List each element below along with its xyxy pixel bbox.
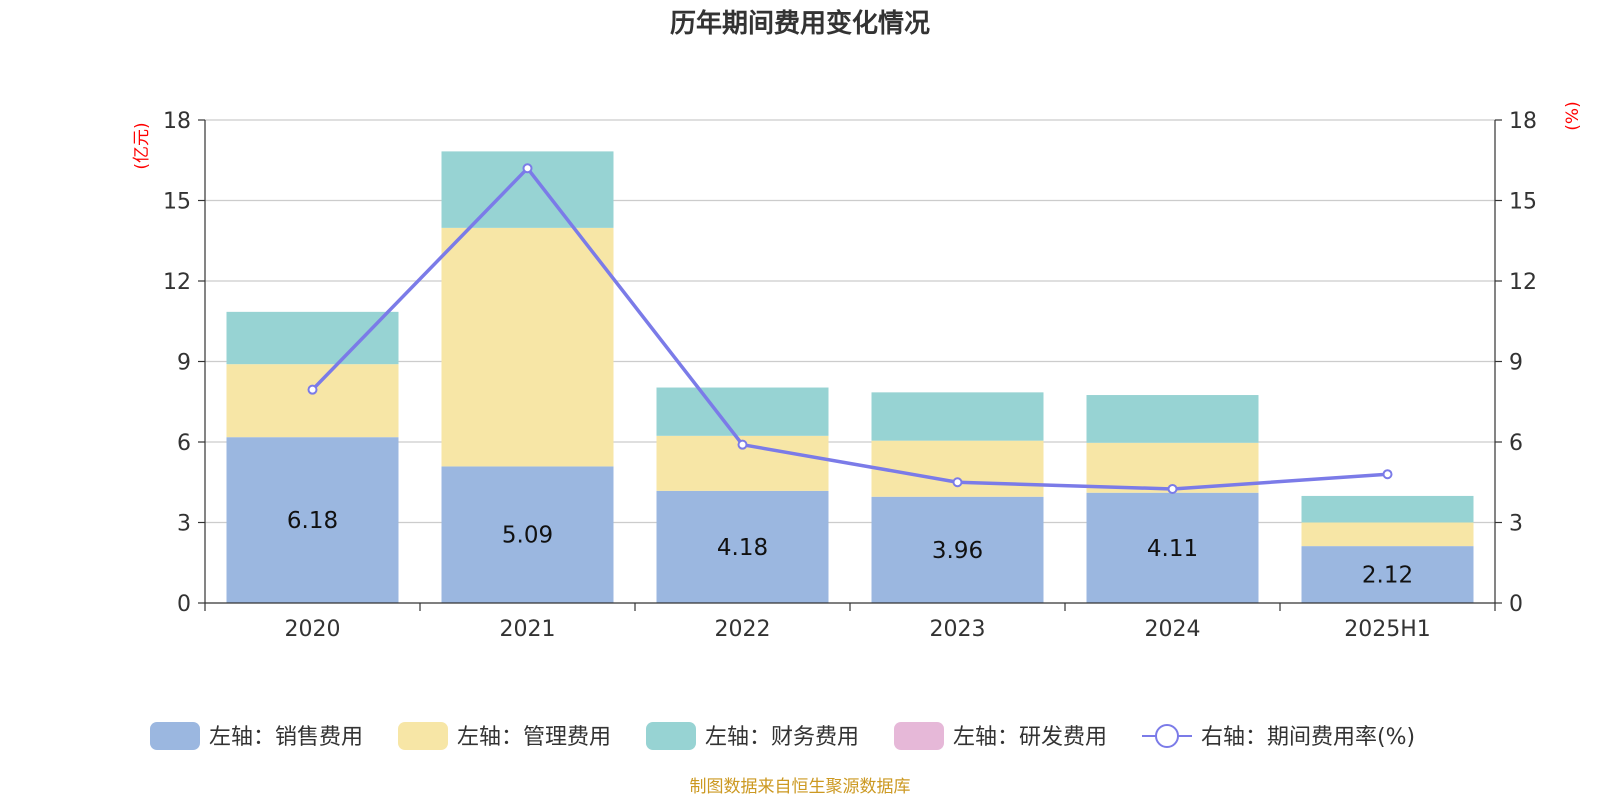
- x-tick-label: 2023: [930, 617, 986, 642]
- left-axis-unit: (亿元): [132, 122, 152, 169]
- rate-point: [952, 477, 963, 488]
- data-label: 6.18: [287, 508, 338, 534]
- bar-segment: [226, 311, 399, 365]
- left-tick-label: 3: [177, 512, 191, 537]
- legend-label: 右轴：期间费用率(%): [1201, 725, 1415, 750]
- legend: 左轴：销售费用 左轴：管理费用 左轴：财务费用 左轴：研发费用 右轴：期间费用率(%): [150, 722, 1415, 750]
- x-tick-label: 2022: [715, 617, 771, 642]
- legend-label: 左轴：财务费用: [705, 725, 859, 750]
- left-tick-label: 0: [177, 592, 191, 617]
- bar-segment: [871, 496, 1044, 603]
- left-tick-label: 15: [163, 190, 191, 215]
- bar-segment: [656, 387, 829, 436]
- bar-segment: [871, 440, 1044, 497]
- rate-point: [737, 439, 748, 450]
- right-tick-label: 6: [1509, 431, 1523, 456]
- left-tick-label: 9: [177, 351, 191, 376]
- bar-segment: [871, 392, 1044, 441]
- left-tick-label: 6: [177, 431, 191, 456]
- bar-segment: [226, 437, 399, 603]
- bar-segment: [226, 364, 399, 438]
- left-tick-label: 18: [163, 109, 191, 134]
- data-label: 2.12: [1362, 563, 1413, 589]
- data-labels: 6.18 5.09 4.18 3.96 4.11 2.12: [287, 508, 1413, 588]
- right-tick-label: 18: [1509, 109, 1537, 134]
- bar-segment: [441, 227, 614, 467]
- bar-segment: [441, 151, 614, 228]
- bar-segment: [1086, 395, 1259, 443]
- right-tick-label: 12: [1509, 270, 1537, 295]
- x-tick-label: 2020: [285, 617, 341, 642]
- rate-point: [522, 163, 533, 174]
- x-ticks: 2020 2021 2022 2023 2024 2025H1: [204, 603, 1496, 642]
- bar-segment: [1301, 546, 1474, 603]
- rate-point: [307, 384, 318, 395]
- rate-point: [1382, 469, 1393, 480]
- bar-segment: [1086, 492, 1259, 603]
- x-tick-label: 2025H1: [1344, 617, 1431, 642]
- legend-swatch: [398, 722, 448, 750]
- bars: [226, 151, 1474, 603]
- data-label: 4.11: [1147, 536, 1198, 562]
- x-tick-label: 2021: [500, 617, 556, 642]
- bar-segment: [441, 466, 614, 603]
- legend-label: 左轴：销售费用: [209, 725, 363, 750]
- legend-label: 左轴：管理费用: [457, 725, 611, 750]
- bar-segment: [656, 490, 829, 603]
- data-label: 4.18: [717, 535, 768, 561]
- bar-segment: [1301, 522, 1474, 547]
- rate-line: [307, 163, 1393, 494]
- right-axis-unit: (%): [1563, 101, 1583, 130]
- legend-marker: [1155, 724, 1179, 748]
- rate-point: [1167, 483, 1178, 494]
- right-tick-label: 15: [1509, 190, 1537, 215]
- rate-line-path: [311, 166, 1388, 491]
- right-tick-label: 0: [1509, 592, 1523, 617]
- x-tick-label: 2024: [1145, 617, 1201, 642]
- legend-swatch: [150, 722, 200, 750]
- legend-swatch: [894, 722, 944, 750]
- data-label: 3.96: [932, 538, 983, 564]
- right-tick-label: 3: [1509, 512, 1523, 537]
- source-note: 制图数据来自恒生聚源数据库: [690, 777, 911, 797]
- chart-title: 历年期间费用变化情况: [670, 8, 930, 39]
- left-tick-label: 12: [163, 270, 191, 295]
- bar-segment: [1301, 495, 1474, 523]
- y-ticks: 0 3 6 9 12 15 18 0 3 6 9 12 15 18: [163, 109, 1537, 617]
- legend-label: 左轴：研发费用: [953, 725, 1107, 750]
- legend-swatch: [646, 722, 696, 750]
- right-tick-label: 9: [1509, 351, 1523, 376]
- data-label: 5.09: [502, 523, 553, 549]
